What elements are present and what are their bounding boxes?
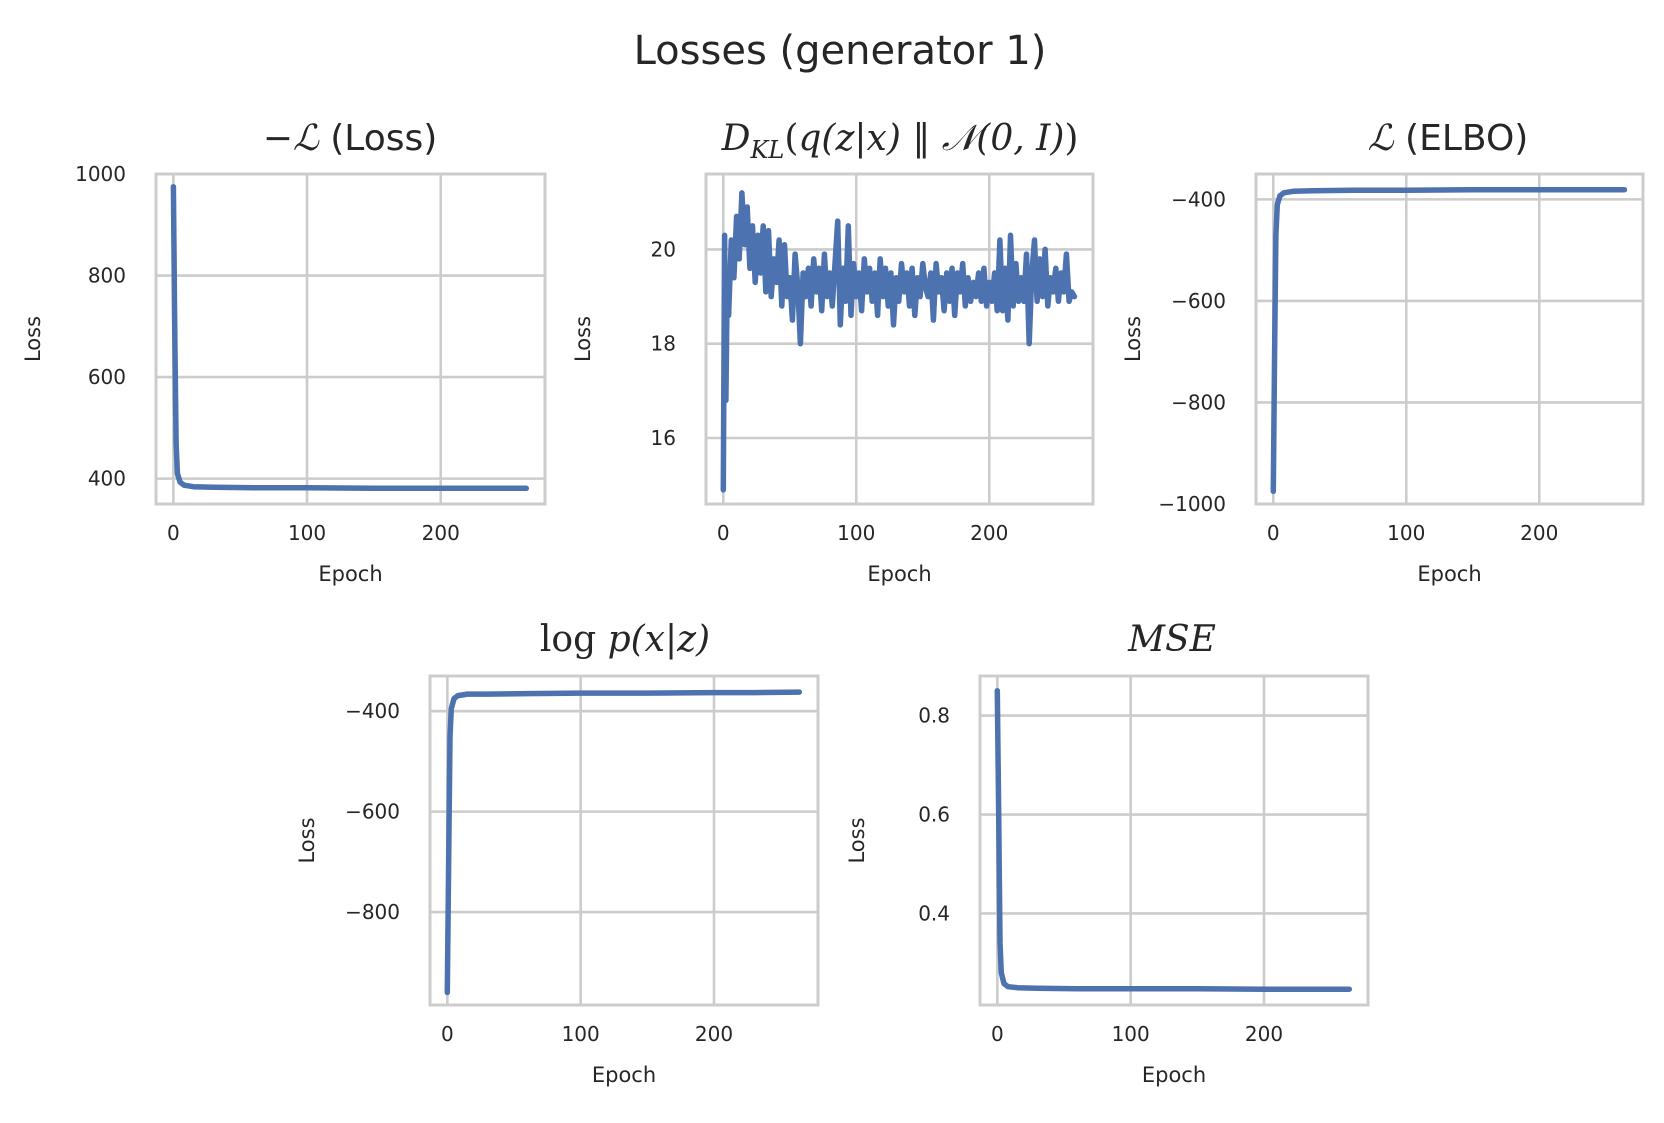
panel-title: ℒ (ELBO): [1368, 118, 1529, 159]
panel-title: log p(x|z): [540, 619, 710, 660]
x-tick-label: 200: [970, 521, 1008, 545]
panel-kl-divergence: DKL(q(z|x) ‖ 𝒩(0, I)) 0 100 200 16 18 20 Epoch…: [571, 118, 1095, 586]
x-tick-label: 0: [1267, 521, 1280, 545]
panel-negative-elbo: −ℒ (Loss) 0 100 200 400 600 800 1000 Epoch Loss: [21, 118, 547, 586]
series-line: [1270, 186, 1628, 495]
y-tick-label: −400: [1171, 187, 1226, 211]
y-tick-label: 800: [88, 264, 126, 288]
x-tick-label: 0: [717, 521, 730, 545]
y-axis-label: Loss: [1121, 316, 1145, 362]
x-axis-label: Epoch: [318, 562, 382, 586]
x-axis-label: Epoch: [1142, 1063, 1206, 1087]
panel-title: DKL(q(z|x) ‖ 𝒩(0, I)): [721, 118, 1079, 164]
x-tick-label: 100: [1387, 521, 1425, 545]
y-axis-label: Loss: [295, 817, 319, 863]
x-tick-label: 200: [1245, 1022, 1283, 1046]
y-axis-label: Loss: [21, 316, 45, 362]
series-line: [994, 688, 1353, 992]
panel-elbo: ℒ (ELBO) 0 100 200 −1000 −800 −600 −400 Epoch Lo…: [1121, 118, 1645, 586]
x-tick-label: 200: [422, 521, 460, 545]
y-tick-label: 0.4: [918, 901, 950, 925]
y-tick-label: −800: [345, 900, 400, 924]
plot-frame: [704, 172, 1095, 506]
plot-frame: [428, 674, 820, 1007]
y-tick-label: 0.6: [918, 803, 950, 827]
x-tick-label: 0: [441, 1022, 454, 1046]
y-tick-label: 1000: [75, 162, 126, 186]
series-line: [444, 689, 803, 996]
y-axis-label: Loss: [845, 817, 869, 863]
series-line: [170, 183, 530, 492]
x-tick-label: 0: [991, 1022, 1004, 1046]
y-tick-label: 18: [651, 332, 676, 356]
y-tick-label: 400: [88, 467, 126, 491]
series-line: [720, 190, 1078, 493]
figure-title: Losses (generator 1): [634, 28, 1047, 74]
panel-title: −ℒ (Loss): [263, 118, 438, 159]
y-tick-label: −600: [1171, 289, 1226, 313]
panel-title: MSE: [1127, 619, 1216, 660]
x-tick-label: 200: [695, 1022, 733, 1046]
x-tick-label: 100: [288, 521, 326, 545]
x-axis-label: Epoch: [1417, 562, 1481, 586]
y-tick-label: 16: [651, 426, 676, 450]
plot-frame: [1254, 172, 1645, 506]
x-tick-label: 0: [167, 521, 180, 545]
plot-frame: [154, 172, 547, 506]
y-tick-label: −600: [345, 800, 400, 824]
y-tick-label: 600: [88, 365, 126, 389]
x-axis-label: Epoch: [867, 562, 931, 586]
x-tick-label: 100: [1112, 1022, 1150, 1046]
y-axis-label: Loss: [571, 316, 595, 362]
panel-log-likelihood: log p(x|z) 0 100 200 −800 −600 −400 Epoch Loss: [295, 619, 820, 1087]
y-tick-label: 0.8: [918, 704, 950, 728]
y-tick-label: −400: [345, 699, 400, 723]
plot-frame: [978, 674, 1370, 1007]
x-axis-label: Epoch: [592, 1063, 656, 1087]
y-tick-label: −800: [1171, 390, 1226, 414]
x-tick-label: 200: [1520, 521, 1558, 545]
panel-mse: MSE 0 100 200 0.4 0.6 0.8 Epoch Loss: [845, 619, 1370, 1087]
x-tick-label: 100: [837, 521, 875, 545]
y-tick-label: −1000: [1158, 492, 1226, 516]
x-tick-label: 100: [562, 1022, 600, 1046]
y-tick-label: 20: [651, 237, 676, 261]
